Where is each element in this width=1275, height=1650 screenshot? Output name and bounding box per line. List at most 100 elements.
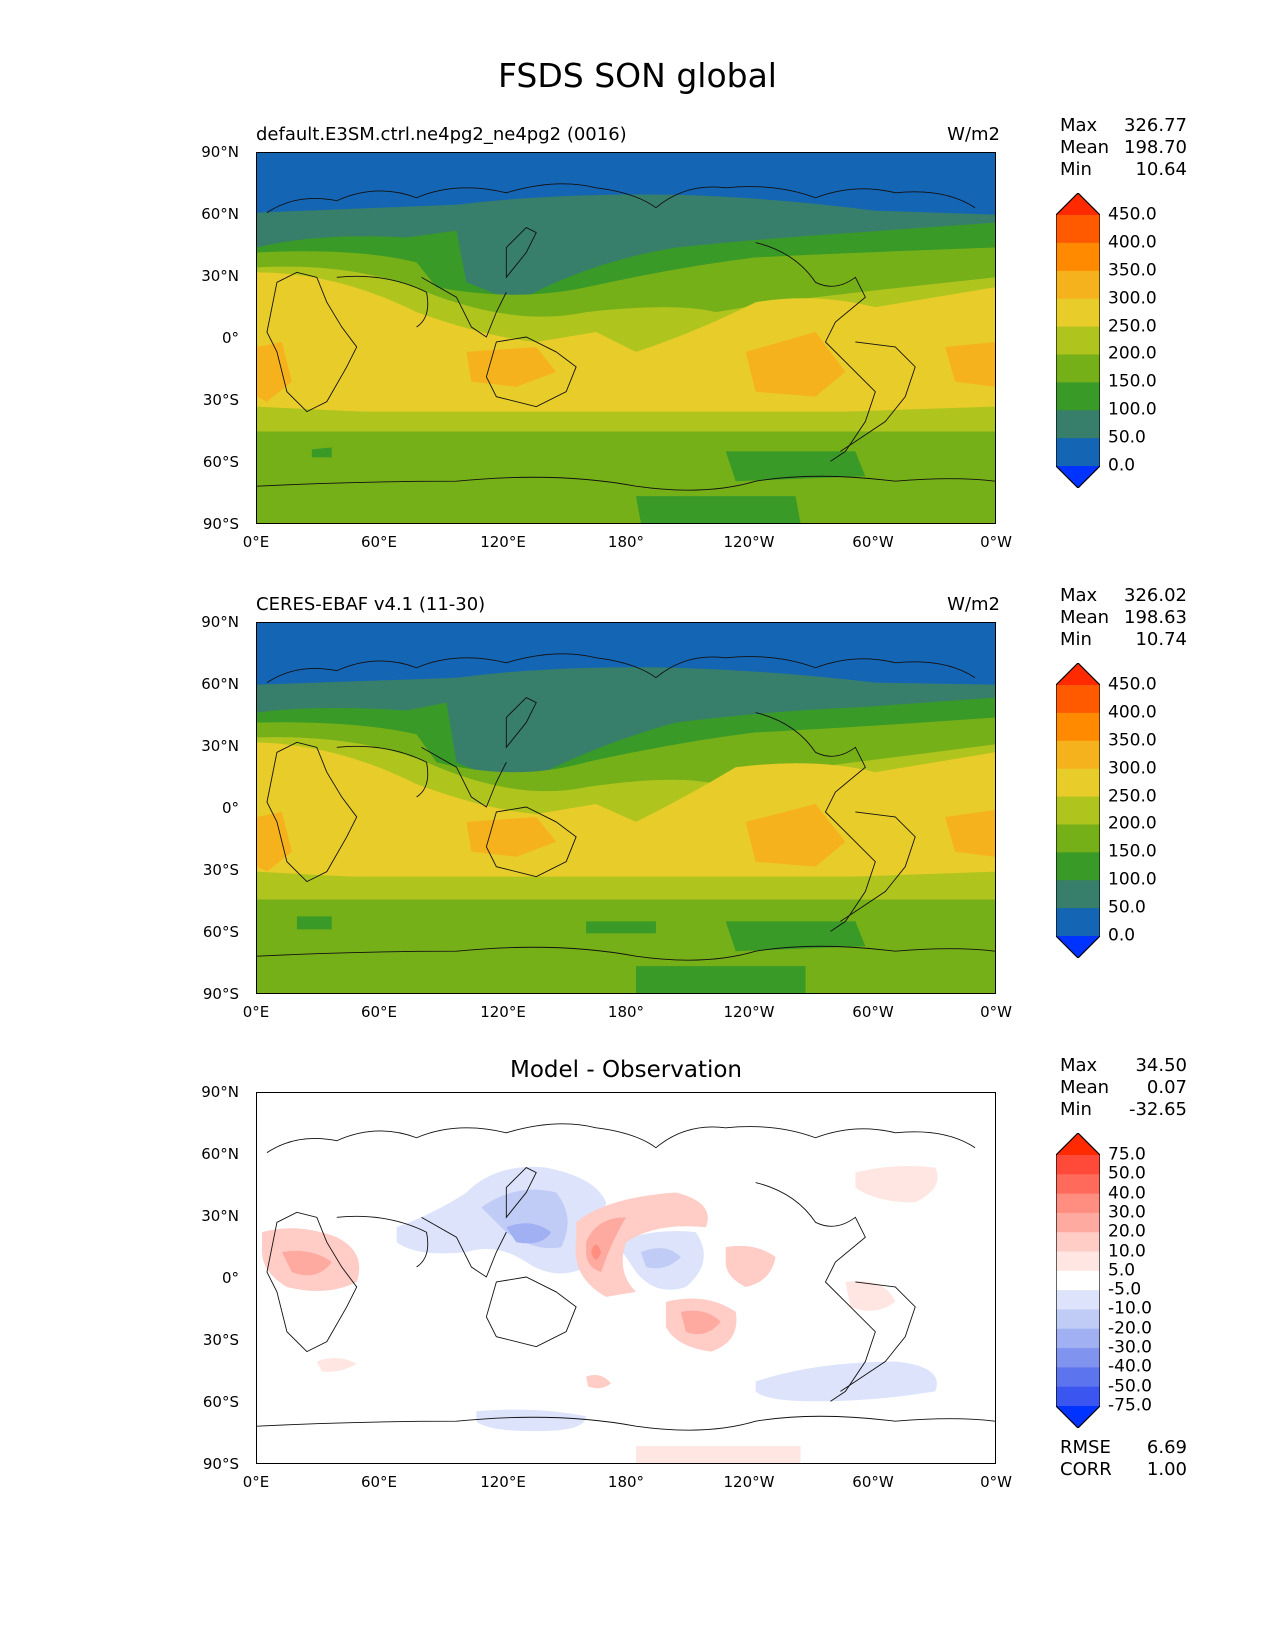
lon-tick: 120°W	[723, 533, 775, 551]
colorbar-tick-label: 5.0	[1108, 1260, 1136, 1281]
colorbar-tick-label: 450.0	[1108, 674, 1157, 695]
colorbar-tick-label: 50.0	[1108, 897, 1146, 918]
colorbar-swatch	[1056, 1193, 1100, 1214]
lat-tick: 60°S	[202, 1393, 239, 1411]
lon-tick: 0°W	[980, 1003, 1012, 1021]
colorbar-swatch	[1056, 298, 1100, 328]
lon-tick: 0°W	[980, 1473, 1012, 1491]
field-neg-asia-deep	[506, 1223, 552, 1244]
stat-mean-label: Mean	[1060, 137, 1110, 158]
stat-mean-label: Mean	[1060, 1077, 1110, 1098]
colorbar-tick-label: -10.0	[1108, 1298, 1152, 1319]
lat-tick: 90°S	[202, 985, 239, 1003]
lat-tick: 60°S	[202, 923, 239, 941]
field-darkgreen-south-c	[311, 447, 332, 458]
colorbar-swatch	[1056, 936, 1100, 958]
colorbar-tick-label: 300.0	[1108, 288, 1157, 309]
colorbar-swatch	[1056, 326, 1100, 355]
colorbar-swatch	[1056, 1174, 1100, 1195]
stat-max-value: 34.50	[1135, 1055, 1187, 1076]
field-neg-southern-ocean	[755, 1361, 937, 1402]
colorbar-tick-label: 50.0	[1108, 1163, 1146, 1184]
colorbar-tick-label: -5.0	[1108, 1279, 1142, 1300]
field-orange-indian	[466, 816, 557, 857]
stat-max-value: 326.02	[1124, 585, 1187, 606]
colorbar-swatch	[1056, 1290, 1100, 1310]
colorbar-tick-label: 40.0	[1108, 1183, 1146, 1204]
colorbar-swatch	[1056, 1348, 1100, 1368]
colorbar-swatch	[1056, 1212, 1100, 1233]
obs-units: W/m2	[947, 594, 1000, 615]
colorbar-tick-label: 150.0	[1108, 841, 1157, 862]
lat-tick: 90°N	[201, 1083, 239, 1101]
field-orange-africa	[257, 811, 292, 872]
coastlines	[257, 653, 995, 961]
field-neg-central-pacific-core	[640, 1248, 681, 1269]
obs-stats: Max 326.02 Mean 198.63 Min 10.74	[1060, 585, 1187, 651]
colorbar-swatch	[1056, 1386, 1100, 1407]
colorbar-swatch	[1056, 354, 1100, 383]
model-title: default.E3SM.ctrl.ne4pg2_ne4pg2 (0016)	[256, 124, 627, 145]
colorbar-swatch	[1056, 1309, 1100, 1330]
diff-panel: Model - Observation	[0, 1055, 1275, 1495]
lat-tick: 0°	[221, 329, 239, 347]
lon-tick: 120°E	[480, 533, 526, 551]
lon-tick: 0°E	[242, 533, 270, 551]
field-green-south	[257, 431, 995, 523]
field-pos-southern-ocean-b	[586, 1375, 612, 1389]
colorbar-swatch	[1056, 466, 1100, 488]
colorbar-tick-label: 250.0	[1108, 786, 1157, 807]
stat-min-label: Min	[1060, 629, 1092, 650]
lat-tick: 60°N	[201, 675, 239, 693]
colorbar-swatch	[1056, 1232, 1100, 1253]
lat-tick: 90°S	[202, 1455, 239, 1473]
lat-tick: 30°S	[202, 391, 239, 409]
lat-tick: 30°N	[201, 737, 239, 755]
field-orange-indian	[466, 346, 557, 387]
colorbar-tick-label: 10.0	[1108, 1241, 1146, 1262]
field-orange-africa	[257, 341, 292, 402]
colorbar-tick-label: 0.0	[1108, 925, 1136, 946]
colorbar-swatch	[1056, 824, 1100, 853]
colorbar-tick-label: 20.0	[1108, 1221, 1146, 1242]
lat-tick: 60°N	[201, 205, 239, 223]
colorbar-tick-label: -30.0	[1108, 1337, 1152, 1358]
field-orange-atlantic	[945, 809, 995, 857]
stat-min-label: Min	[1060, 159, 1092, 180]
lat-tick: 30°N	[201, 267, 239, 285]
lat-tick: 30°N	[201, 1207, 239, 1225]
colorbar-tick-label: 150.0	[1108, 371, 1157, 392]
colorbar-tick-label: 50.0	[1108, 427, 1146, 448]
colorbar-swatch	[1056, 410, 1100, 439]
colorbar-tick-label: 350.0	[1108, 730, 1157, 751]
stat-mean-value: 0.07	[1146, 1077, 1187, 1098]
lon-tick: 120°E	[480, 1003, 526, 1021]
colorbar-swatch	[1056, 740, 1100, 770]
colorbar-swatch	[1056, 438, 1100, 467]
colorbar-swatch	[1056, 685, 1100, 714]
colorbar-swatch	[1056, 1155, 1100, 1175]
field-pos-east-pacific	[725, 1245, 776, 1287]
colorbar-tick-label: 30.0	[1108, 1202, 1146, 1223]
colorbar-tick-label: 100.0	[1108, 869, 1157, 890]
stat-min-label: Min	[1060, 1099, 1092, 1120]
lon-tick: 0°E	[242, 1473, 270, 1491]
field-pos-southern-ocean-a	[316, 1358, 357, 1372]
lat-tick: 0°	[221, 799, 239, 817]
diff-stats: Max 34.50 Mean 0.07 Min -32.65	[1060, 1055, 1187, 1121]
colorbar-swatch	[1056, 1328, 1100, 1349]
lat-tick: 30°S	[202, 861, 239, 879]
lon-tick: 60°W	[852, 1473, 894, 1491]
model-stats: Max 326.77 Mean 198.70 Min 10.64	[1060, 115, 1187, 181]
colorbar-tick-label: 250.0	[1108, 316, 1157, 337]
field-pos-north-atlantic	[855, 1165, 938, 1203]
colorbar-swatch	[1056, 712, 1100, 742]
coastlines	[257, 183, 995, 491]
colorbar-tick-label: -40.0	[1108, 1356, 1152, 1377]
colorbar-tick-label: 350.0	[1108, 260, 1157, 281]
model-units: W/m2	[947, 124, 1000, 145]
colorbar-swatch	[1056, 242, 1100, 272]
colorbar-tick-label: -20.0	[1108, 1318, 1152, 1339]
field-neg-antarctic	[476, 1409, 587, 1432]
obs-map	[256, 622, 996, 994]
